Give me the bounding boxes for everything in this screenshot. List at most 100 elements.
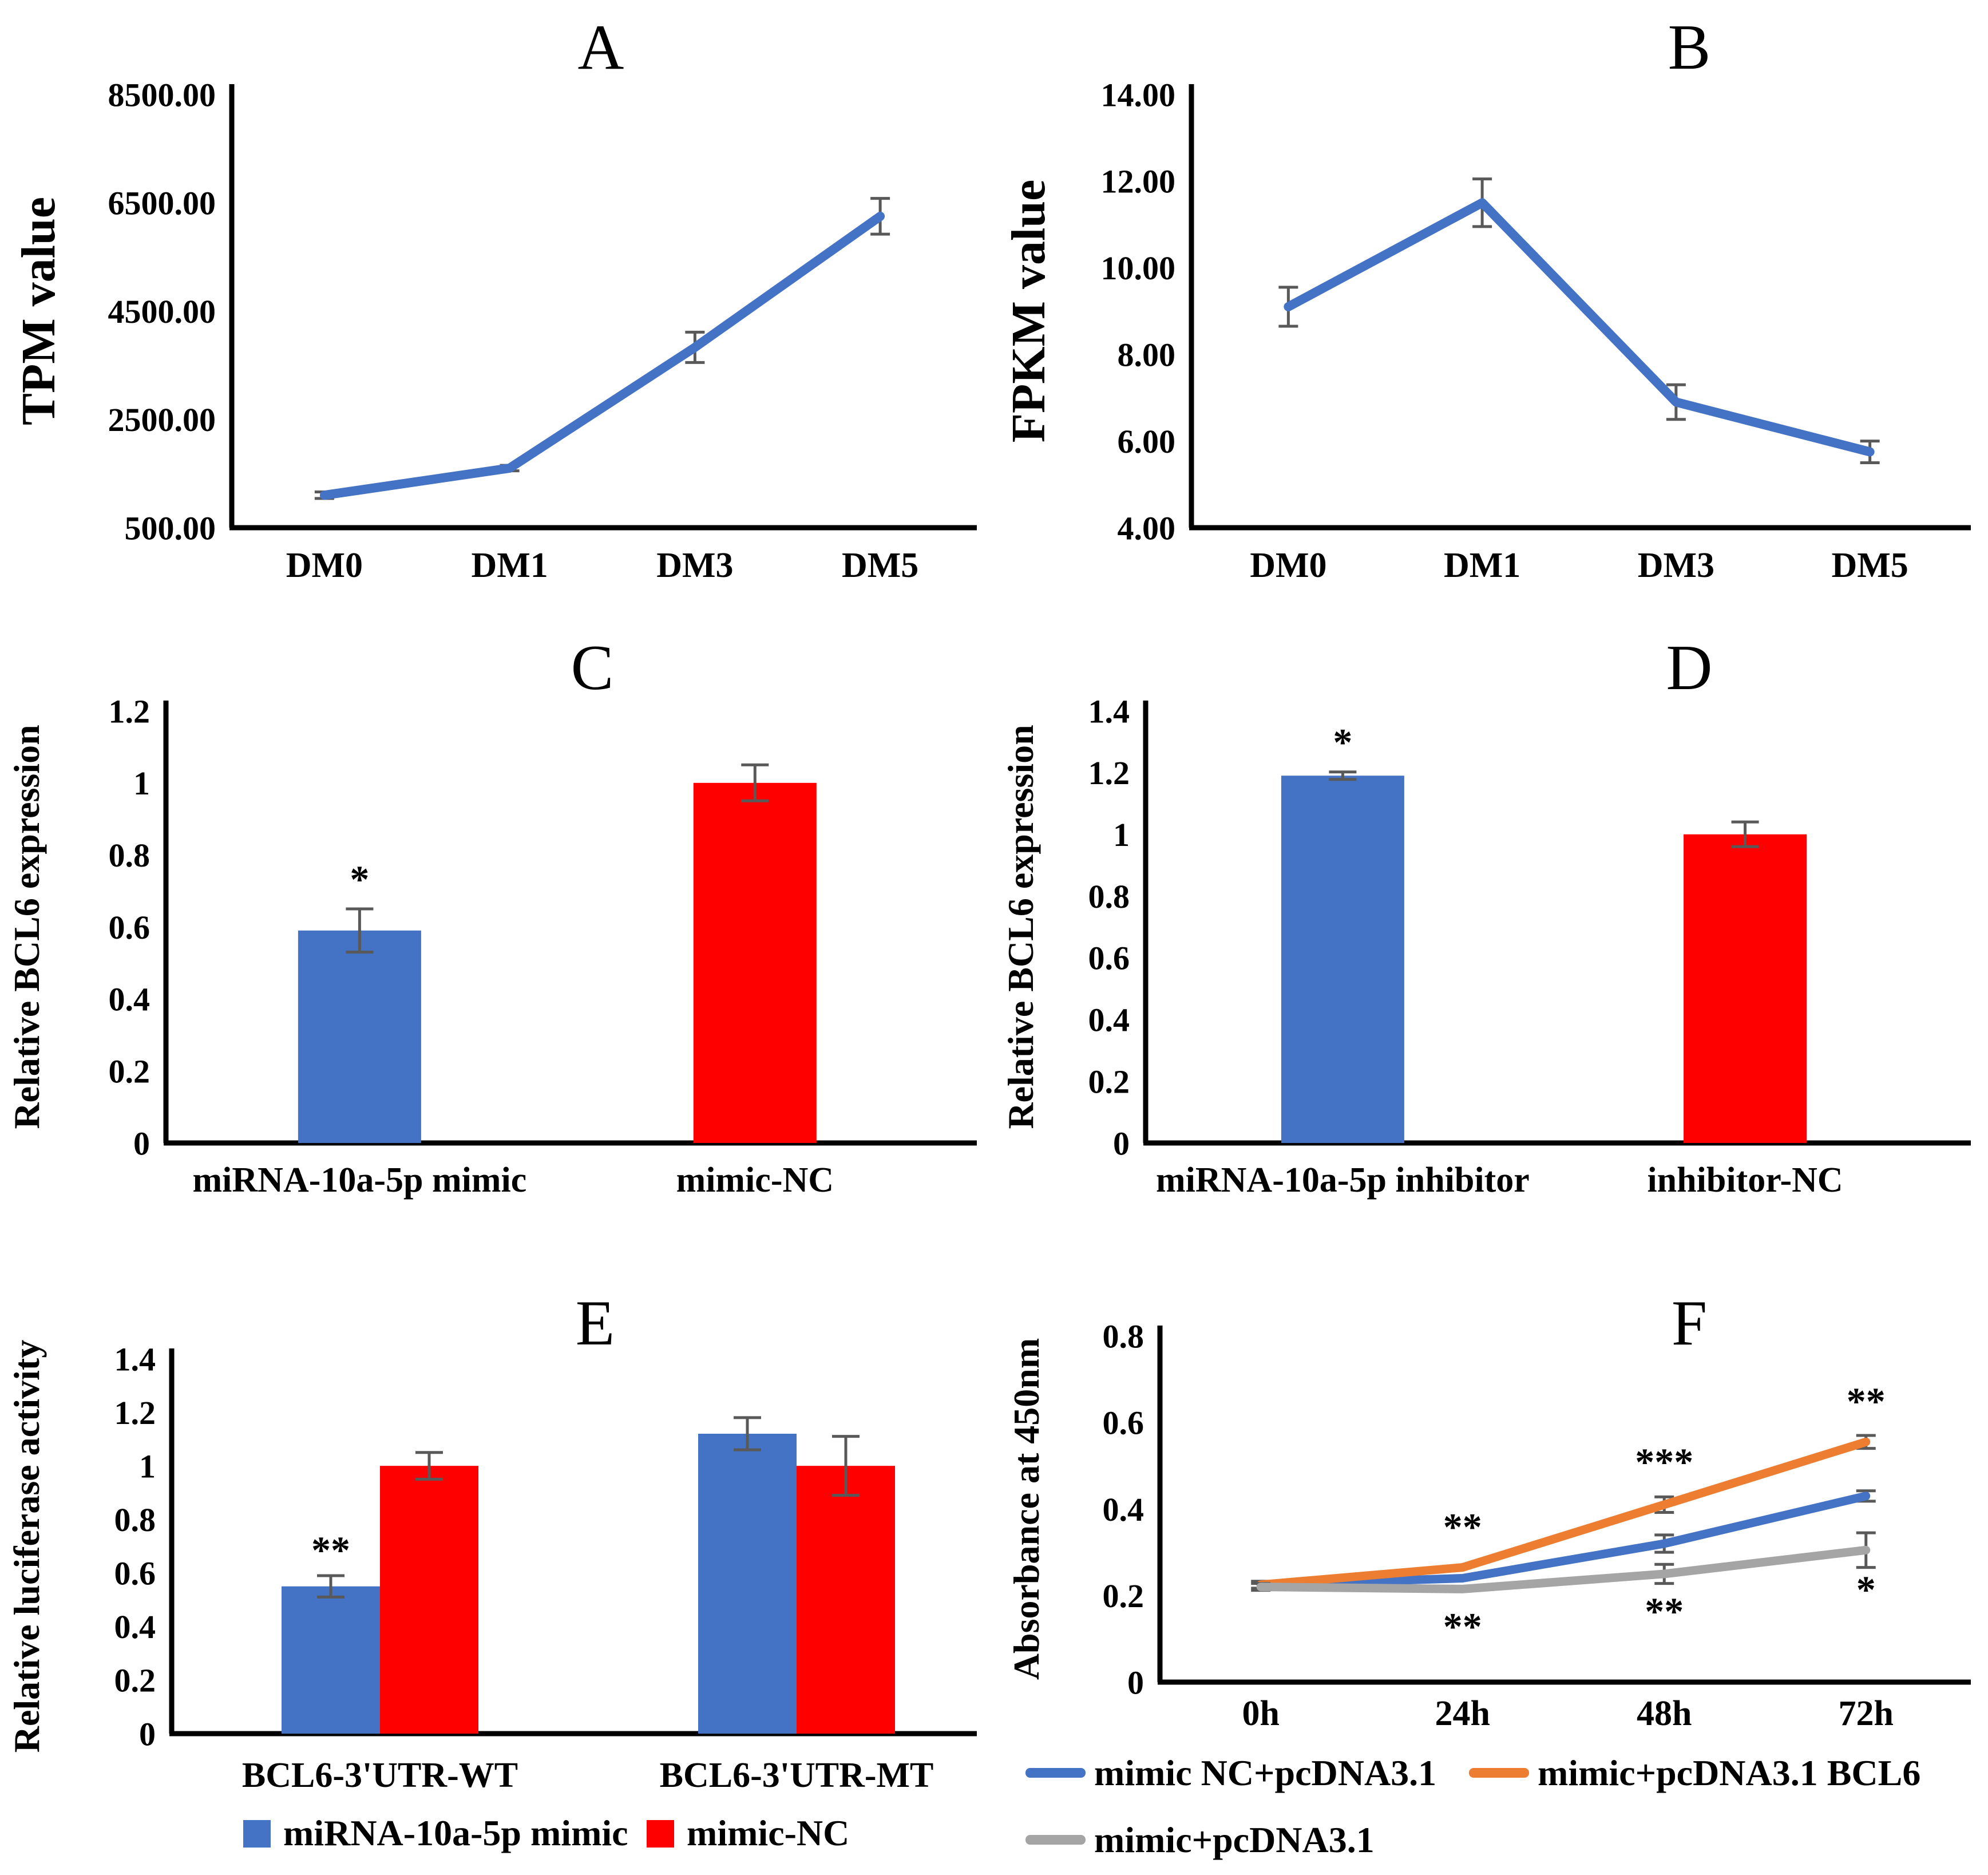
panel-b-title: B [1668,12,1711,83]
panel-e-y-tick: 0.6 [114,1555,156,1592]
panel-f-chart: F Absorbance at 450nm 0.8 0.6 0.4 0.2 0 0h 24h 48… [1006,1288,1971,1860]
panel-a-series-0-line [319,211,885,500]
panel-f-significance-label: * [1856,1568,1876,1611]
panel-d-title: D [1666,632,1713,703]
panel-d-x-tick: miRNA-10a-5p inhibitor [1156,1161,1530,1200]
panel-b-y-tick: 14.00 [1101,76,1176,113]
panel-e-x-tick: BCL6-3'UTR-MT [660,1756,934,1795]
panel-e-y-axis-label: Relative luciferase activity [6,1340,47,1753]
panel-b-figure: B FPKM value 14.00 12.00 10.00 8.00 6.00 4.00 DM… [994,0,1988,625]
panel-a-x-tick: DM0 [286,546,363,585]
panel-b-y-tick: 12.00 [1101,163,1176,200]
panel-c-y-tick: 0.4 [109,981,151,1018]
panel-b-x-tick: DM5 [1831,546,1908,585]
panel-c-y-tick: 0 [133,1125,150,1162]
panel-c-chart: C Relative BCL6 expression 1.2 1 0.8 0.6 0.4 0.… [6,632,977,1200]
panel-d-y-tick: 0.2 [1088,1063,1130,1100]
panel-f-legend-label: mimic NC+pcDNA3.1 [1094,1753,1436,1793]
panel-a-x-tick: DM3 [656,546,733,585]
panel-a-chart: A TPM value 8500.00 6500.00 4500.00 2500.00 50… [12,12,977,585]
panel-b-y-tick: 6.00 [1118,423,1176,460]
panel-e-y-tick: 1.2 [114,1394,156,1431]
panel-f-y-tick: 0.2 [1103,1577,1145,1615]
panel-e-legend-label: mimic-NC [687,1813,849,1853]
panel-c-title: C [571,632,614,703]
panel-f-y-tick: 0.8 [1103,1318,1145,1355]
panel-c-y-tick: 0.8 [109,837,151,874]
panel-c-significance-label: * [350,857,369,901]
panel-d-bar-0 [1281,776,1404,1143]
panel-f-title: F [1672,1288,1707,1359]
panel-b-series-0-line [1284,198,1875,457]
panel-e-x-tick: BCL6-3'UTR-WT [242,1756,518,1795]
panel-f-significance-label: ** [1847,1379,1886,1423]
panel-f-series-2-line [1256,1545,1871,1593]
panel-b-y-tick: 4.00 [1118,509,1176,547]
panel-a-x-tick: DM5 [842,546,918,585]
panel-a-y-tick: 500.00 [125,509,216,547]
panel-a-y-tick: 6500.00 [108,185,216,222]
panel-b-x-tick: DM0 [1250,546,1326,585]
panel-f-significance-label: *** [1635,1440,1693,1484]
panel-b-y-tick: 8.00 [1118,337,1176,374]
panel-e-legend-label: miRNA-10a-5p mimic [283,1813,628,1853]
panel-c-y-tick: 1 [133,765,150,802]
panel-f-legend-line-icon [1025,1768,1086,1778]
panel-f-significance-label: ** [1443,1505,1482,1549]
panel-c-y-axis-label: Relative BCL6 expression [6,725,47,1129]
panel-c-x-tick: mimic-NC [676,1161,834,1200]
panel-e-group-1-bar-1 [797,1466,895,1734]
panel-d-chart: D Relative BCL6 expression 1.4 1.2 1 0.8 0.6 0.… [1000,632,1971,1200]
panel-d-x-tick: inhibitor-NC [1647,1161,1843,1200]
panel-a-title: A [578,12,624,83]
panel-f-y-axis-label: Absorbance at 450nm [1006,1338,1047,1680]
panel-d-bar-1 [1684,834,1807,1143]
panel-f-x-tick: 24h [1435,1694,1490,1733]
panel-e-group-1-bar-0 [698,1434,797,1734]
panel-e-legend-swatch-icon [243,1820,271,1848]
panel-b-x-tick: DM3 [1638,546,1714,585]
panel-c-x-tick: miRNA-10a-5p mimic [193,1161,527,1200]
panel-a-y-tick: 4500.00 [108,293,216,330]
panel-c-y-tick: 0.2 [109,1053,151,1090]
panel-f-series-1-line [1256,1437,1871,1589]
panel-a-x-tick: DM1 [471,546,548,585]
panel-f-x-tick: 48h [1637,1694,1692,1733]
panel-d-y-tick: 0.4 [1088,1002,1130,1039]
panel-b-y-tick: 10.00 [1101,250,1176,287]
panel-c-figure: C Relative BCL6 expression 1.2 1 0.8 0.6 0.4 0.… [0,625,994,1250]
panel-d-y-axis-label: Relative BCL6 expression [1000,725,1041,1129]
panel-b-x-tick: DM1 [1444,546,1520,585]
panel-b-chart: B FPKM value 14.00 12.00 10.00 8.00 6.00 4.00 DM… [1002,12,1971,585]
panel-e-y-tick: 0 [139,1715,156,1753]
panel-f-y-tick: 0 [1127,1664,1144,1701]
panel-f-legend-line-icon [1025,1835,1086,1845]
panel-e-chart: E Relative luciferase activity 1.4 1.2 1 0.8 0… [6,1288,977,1853]
panel-e-figure: E Relative luciferase activity 1.4 1.2 1 0.8 0… [0,1250,994,1875]
panel-e-y-tick: 0.4 [114,1608,156,1645]
panel-d-figure: D Relative BCL6 expression 1.4 1.2 1 0.8 0.6 0.… [994,625,1988,1250]
panel-f-y-tick: 0.4 [1103,1491,1145,1528]
panel-e-y-tick: 0.2 [114,1662,156,1699]
panel-e-group-0-bar-0 [282,1586,380,1734]
panel-e-y-tick: 1.4 [114,1340,156,1378]
panel-f-significance-label: ** [1443,1604,1482,1648]
panel-f-significance-label: ** [1645,1589,1684,1633]
panel-e-group-0-bar-1 [380,1466,478,1734]
panel-e-y-tick: 1 [139,1447,156,1485]
panel-c-bar-0 [298,930,421,1143]
panel-e-title: E [576,1288,615,1359]
panel-e-legend-swatch-icon [647,1820,674,1848]
panel-d-y-tick: 1.4 [1088,693,1130,730]
panel-f-figure: F Absorbance at 450nm 0.8 0.6 0.4 0.2 0 0h 24h 48… [994,1250,1988,1875]
panel-c-bar-1 [693,782,817,1143]
panel-c-y-tick: 0.6 [109,909,151,946]
panel-f-series-0-line [1256,1492,1871,1589]
panel-d-y-tick: 0.6 [1088,940,1130,977]
panel-f-x-tick: 0h [1242,1694,1280,1733]
panel-b-y-axis-label: FPKM value [1002,180,1055,443]
panel-d-y-tick: 0.8 [1088,878,1130,915]
panel-f-legend-line-icon [1469,1768,1529,1778]
panel-e-y-tick: 0.8 [114,1501,156,1538]
